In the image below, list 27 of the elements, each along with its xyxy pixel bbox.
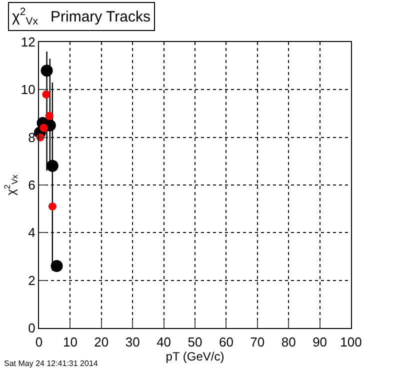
x-axis-title: pT (GeV/c) (166, 350, 224, 364)
y-tick-label: 10 (20, 82, 36, 98)
text: Sat May 24 12:41:31 2014 (4, 359, 98, 368)
y-tick-label: 12 (20, 34, 36, 50)
x-tick-label: 30 (125, 334, 140, 350)
y-tick-label: 8 (28, 130, 36, 145)
y-tick-label: 4 (28, 225, 36, 240)
point (50, 260, 63, 272)
x-tick-label: 60 (218, 334, 234, 350)
point (45, 112, 54, 120)
x-tick-label: 40 (156, 334, 172, 350)
chart-title: χ$^{2}$$_{Vx}$ Primary Tracks (12, 6, 150, 28)
point (48, 202, 56, 210)
x-tick-label: 50 (188, 334, 202, 350)
point (46, 160, 58, 172)
point (40, 124, 48, 132)
x-tick-label: 100 (340, 334, 362, 350)
x-tick-label: 80 (281, 334, 296, 350)
y-tick-label: 6 (28, 178, 36, 193)
x-tick-label: 70 (250, 334, 265, 350)
x-tick-label: 90 (312, 334, 328, 350)
point (42, 90, 50, 98)
y-tick-label: 2 (28, 272, 36, 288)
x-tick-label: 20 (94, 334, 109, 350)
x-tick-label: 10 (62, 334, 78, 350)
y-tick-label: 0 (28, 320, 36, 336)
point (40, 64, 53, 77)
